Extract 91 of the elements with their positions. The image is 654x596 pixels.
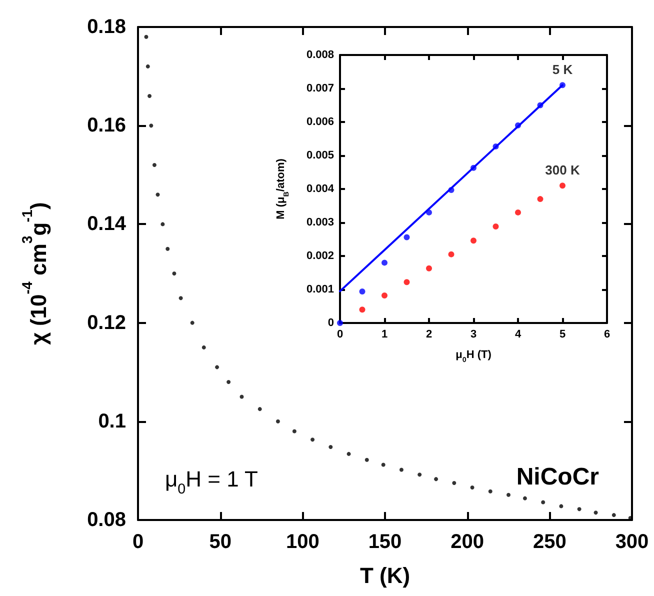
x-tick-label: 4: [514, 328, 522, 340]
point: [594, 510, 598, 515]
point: [434, 477, 438, 482]
point: [190, 320, 194, 325]
y-tick-label: 0.006: [306, 116, 334, 128]
point: [404, 234, 410, 240]
y-tick-label: 0.007: [306, 82, 334, 94]
y-axis-title: χ (10-4 cm3g-1): [20, 202, 51, 345]
point: [215, 365, 220, 370]
x-tick-label: 50: [209, 531, 232, 553]
point: [404, 279, 410, 286]
point: [202, 345, 206, 350]
point: [328, 445, 333, 450]
y-tick-label: 0.12: [87, 312, 126, 334]
point: [559, 504, 564, 508]
point: [399, 468, 404, 472]
point: [146, 64, 150, 68]
point: [426, 265, 432, 272]
y-tick-label: 0.002: [306, 250, 334, 262]
point: [382, 260, 388, 266]
y-tick-label: 0: [328, 317, 334, 329]
point: [258, 407, 262, 412]
point: [240, 394, 244, 399]
x-tick-label: 2: [426, 328, 432, 340]
point: [522, 496, 527, 500]
point: [515, 122, 521, 128]
point: [537, 102, 544, 108]
point: [492, 143, 499, 150]
point: [418, 472, 422, 477]
point: [226, 380, 231, 384]
x-tick-label: 0: [336, 328, 344, 340]
point: [448, 187, 454, 194]
x-tick-label: 3: [470, 328, 477, 340]
point: [426, 209, 432, 216]
series-label: 5 K: [552, 62, 574, 78]
point: [452, 481, 456, 486]
point: [382, 292, 388, 299]
point: [156, 192, 160, 197]
y-tick-label: 0.008: [306, 49, 334, 61]
point: [470, 164, 476, 171]
x-tick-label: 5: [559, 328, 566, 340]
annotation: NiCoCr: [516, 464, 600, 490]
point: [364, 458, 369, 462]
point: [560, 182, 566, 189]
y-tick-label: 0.16: [87, 114, 126, 137]
point: [337, 320, 343, 326]
point: [541, 500, 546, 504]
point: [359, 288, 366, 295]
series-label: 300 K: [545, 162, 580, 178]
x-tick-label: 250: [532, 531, 566, 553]
point: [612, 513, 616, 518]
point: [359, 306, 366, 313]
point: [172, 272, 176, 276]
point: [292, 429, 296, 434]
x-tick-label: 100: [286, 531, 320, 553]
point: [488, 489, 492, 494]
x-tick-label: 6: [604, 328, 610, 340]
y-tick-label: 0.14: [87, 213, 127, 236]
x-tick-label: 1: [381, 328, 388, 340]
point: [448, 251, 454, 258]
point: [506, 492, 510, 497]
point: [149, 124, 154, 128]
point: [152, 163, 156, 168]
x-tick-label: 0: [132, 531, 144, 553]
point: [537, 196, 544, 202]
point: [470, 238, 476, 244]
point: [144, 34, 148, 39]
point: [492, 224, 499, 230]
x-tick-label: 300: [615, 531, 649, 553]
point: [346, 452, 351, 456]
y-tick-label: 0.003: [306, 216, 334, 228]
y-tick-label: 0.1: [98, 410, 126, 432]
y-tick-label: 0.005: [306, 150, 334, 162]
point: [381, 462, 386, 467]
point: [166, 246, 170, 251]
point: [160, 222, 165, 226]
point: [560, 82, 566, 88]
y-tick-label: 0.08: [87, 509, 126, 531]
point: [148, 94, 152, 98]
x-axis-title: T (K): [360, 563, 410, 588]
point: [515, 209, 521, 216]
point: [310, 438, 315, 442]
x-tick-label: 150: [368, 531, 402, 553]
point: [470, 485, 474, 490]
point: [178, 296, 183, 300]
x-tick-label: 200: [450, 531, 484, 553]
y-tick-label: 0.18: [87, 16, 126, 38]
point: [276, 419, 280, 424]
point: [577, 507, 582, 512]
y-tick-label: 0.001: [306, 284, 334, 296]
y-tick-label: 0.004: [306, 183, 335, 195]
